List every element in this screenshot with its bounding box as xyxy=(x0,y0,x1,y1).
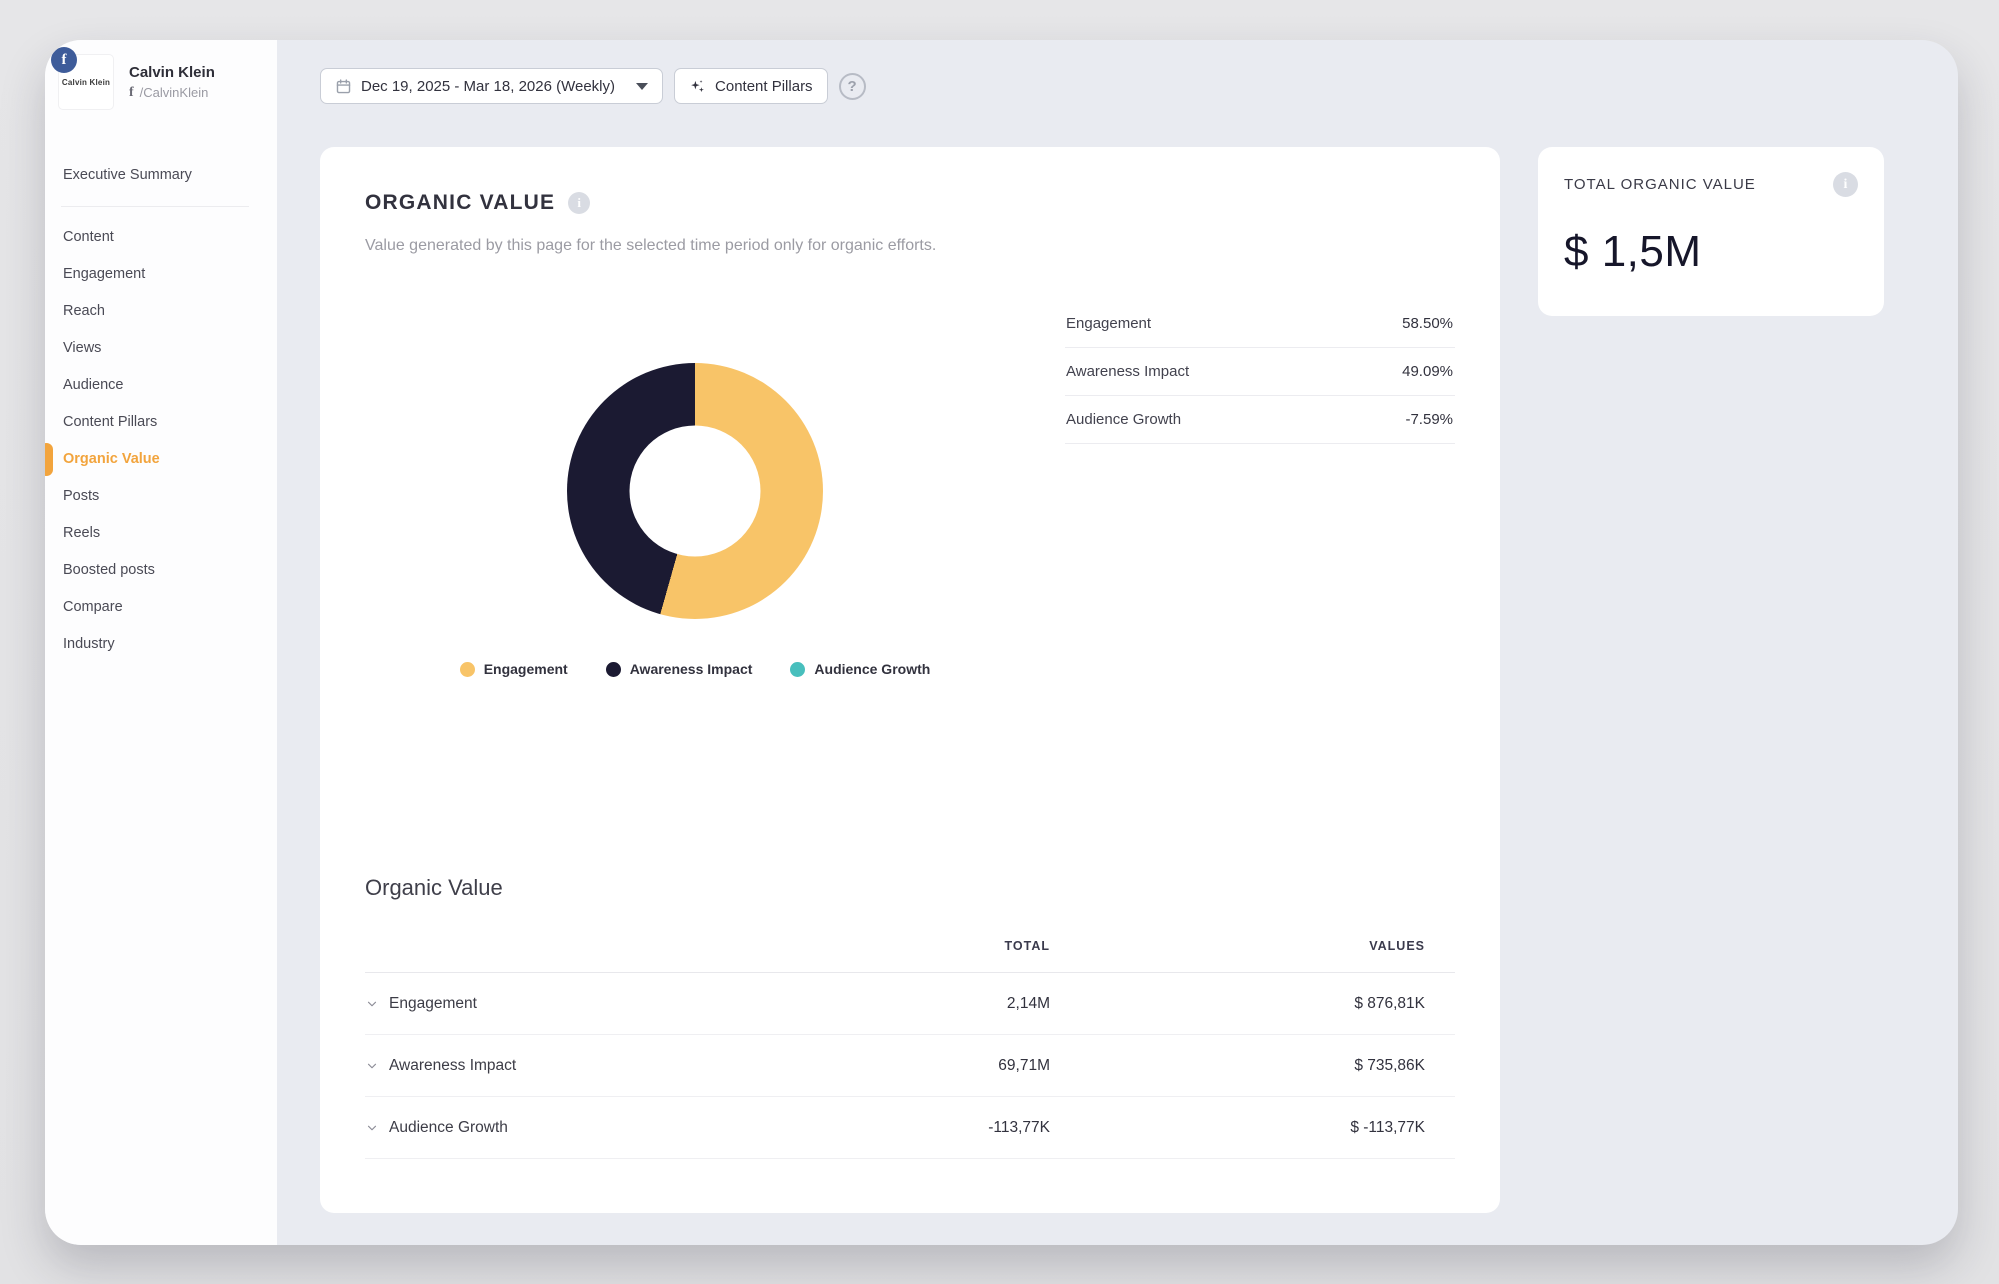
facebook-badge-icon: f xyxy=(51,47,77,73)
stat-value: 49.09% xyxy=(1402,363,1453,380)
chevron-down-icon[interactable] xyxy=(365,1121,379,1135)
sidebar-item-reels[interactable]: Reels xyxy=(63,525,101,541)
page-handle: f /CalvinKlein xyxy=(129,85,215,101)
table-row-awareness-impact[interactable]: Awareness Impact 69,71M $ 735,86K xyxy=(365,1035,1455,1097)
info-icon[interactable]: i xyxy=(1833,172,1858,197)
sidebar-item-organic-value[interactable]: Organic Value xyxy=(45,441,277,478)
chevron-down-icon xyxy=(636,82,649,90)
chart-area: Engagement Awareness Impact Audience Gro… xyxy=(365,295,1455,677)
stat-label: Engagement xyxy=(1066,315,1152,332)
sidebar-item-executive-summary[interactable]: Executive Summary xyxy=(63,167,192,183)
stat-label: Awareness Impact xyxy=(1066,363,1190,380)
legend-dot-audience-growth xyxy=(790,661,806,677)
info-icon[interactable]: i xyxy=(568,192,591,214)
app-window: Calvin Klein f Calvin Klein f /CalvinKle… xyxy=(45,40,1958,1245)
row-values: $ -113,77K xyxy=(1350,1118,1425,1136)
total-organic-value: $ 1,5M xyxy=(1564,227,1702,276)
row-total: 69,71M xyxy=(998,1056,1050,1074)
row-label: Engagement xyxy=(389,994,477,1012)
sidebar-item-boosted-posts[interactable]: Boosted posts xyxy=(63,562,155,578)
sidebar-item-audience[interactable]: Audience xyxy=(63,377,124,393)
table-header-values: VALUES xyxy=(1369,939,1425,953)
stat-row-engagement: Engagement 58.50% xyxy=(1065,300,1455,348)
right-column: TOTAL ORGANIC VALUE i $ 1,5M xyxy=(1538,147,1884,316)
chevron-down-icon[interactable] xyxy=(365,1059,379,1073)
sidebar-item-reach[interactable]: Reach xyxy=(63,303,105,319)
sidebar-nav: Executive Summary Content Engagement Rea… xyxy=(45,157,277,663)
donut-column: Engagement Awareness Impact Audience Gro… xyxy=(365,295,1025,677)
calvin-klein-logo: Calvin Klein xyxy=(61,77,111,87)
calendar-icon xyxy=(336,78,351,93)
sidebar-item-industry[interactable]: Industry xyxy=(63,636,115,652)
stat-label: Audience Growth xyxy=(1066,411,1182,428)
row-total: 2,14M xyxy=(1006,994,1050,1012)
date-range-selector[interactable]: Dec 19, 2025 - Mar 18, 2026 (Weekly) xyxy=(320,68,664,104)
organic-value-title: ORGANIC VALUE xyxy=(365,191,556,214)
page-avatar: Calvin Klein f xyxy=(51,47,113,109)
facebook-icon: f xyxy=(129,84,134,100)
stat-value: 58.50% xyxy=(1402,315,1453,332)
page-name: Calvin Klein xyxy=(129,63,215,81)
table-row-audience-growth[interactable]: Audience Growth -113,77K $ -113,77K xyxy=(365,1097,1455,1159)
legend-item-awareness-impact[interactable]: Awareness Impact xyxy=(605,661,753,677)
chevron-down-icon[interactable] xyxy=(365,997,379,1011)
legend-item-audience-growth[interactable]: Audience Growth xyxy=(790,661,930,677)
legend-label-engagement: Engagement xyxy=(483,661,568,677)
legend-label-audience-growth: Audience Growth xyxy=(814,661,931,677)
organic-value-table: TOTAL VALUES Engagement 2,14M $ xyxy=(365,939,1455,1159)
topbar: Dec 19, 2025 - Mar 18, 2026 (Weekly) Con… xyxy=(320,68,1884,104)
sparkles-icon xyxy=(691,79,704,92)
chart-legend: Engagement Awareness Impact Audience Gro… xyxy=(459,661,930,677)
organic-value-table-section: Organic Value TOTAL VALUES xyxy=(365,875,1455,1159)
organic-value-subtitle: Value generated by this page for the sel… xyxy=(365,237,937,254)
legend-dot-engagement xyxy=(459,661,475,677)
help-icon[interactable]: ? xyxy=(838,72,866,100)
row-total: -113,77K xyxy=(988,1118,1050,1136)
legend-dot-awareness-impact xyxy=(605,661,621,677)
content-row: ORGANIC VALUE i Value generated by this … xyxy=(320,147,1884,1213)
organic-value-card: ORGANIC VALUE i Value generated by this … xyxy=(320,147,1500,1213)
sidebar-divider xyxy=(61,206,249,207)
sidebar-item-content[interactable]: Content xyxy=(63,229,114,245)
sidebar-item-engagement[interactable]: Engagement xyxy=(63,266,146,282)
stat-value: -7.59% xyxy=(1405,411,1453,428)
page-handle-text: /CalvinKlein xyxy=(139,85,209,100)
table-title: Organic Value xyxy=(365,875,503,900)
donut-chart[interactable] xyxy=(567,363,823,619)
organic-value-header: ORGANIC VALUE i xyxy=(365,191,1455,215)
stat-row-awareness-impact: Awareness Impact 49.09% xyxy=(1065,348,1455,396)
row-values: $ 876,81K xyxy=(1354,994,1425,1012)
table-header-row: TOTAL VALUES xyxy=(365,939,1455,973)
sidebar-item-content-pillars[interactable]: Content Pillars xyxy=(63,414,158,430)
row-label: Awareness Impact xyxy=(389,1056,517,1074)
row-values: $ 735,86K xyxy=(1354,1056,1425,1074)
brand-texts: Calvin Klein f /CalvinKlein xyxy=(129,64,215,101)
total-organic-value-title: TOTAL ORGANIC VALUE xyxy=(1564,176,1756,193)
legend-item-engagement[interactable]: Engagement xyxy=(459,661,568,677)
brand-header: Calvin Klein f Calvin Klein f /CalvinKle… xyxy=(45,47,277,109)
stat-row-audience-growth: Audience Growth -7.59% xyxy=(1065,396,1455,444)
total-organic-value-card: TOTAL ORGANIC VALUE i $ 1,5M xyxy=(1538,147,1884,316)
sidebar: Calvin Klein f Calvin Klein f /CalvinKle… xyxy=(45,40,277,1245)
sidebar-item-posts[interactable]: Posts xyxy=(63,488,100,504)
main-area: Dec 19, 2025 - Mar 18, 2026 (Weekly) Con… xyxy=(277,40,1958,1245)
content-pillars-label: Content Pillars xyxy=(715,77,813,95)
row-label: Audience Growth xyxy=(389,1118,508,1136)
content-pillars-button[interactable]: Content Pillars xyxy=(674,68,828,104)
legend-label-awareness-impact: Awareness Impact xyxy=(629,661,753,677)
table-header-total: TOTAL xyxy=(1004,939,1050,953)
date-range-label: Dec 19, 2025 - Mar 18, 2026 (Weekly) xyxy=(361,77,616,95)
sidebar-item-compare[interactable]: Compare xyxy=(63,599,123,615)
table-row-engagement[interactable]: Engagement 2,14M $ 876,81K xyxy=(365,973,1455,1035)
sidebar-item-views[interactable]: Views xyxy=(63,340,102,356)
stats-list: Engagement 58.50% Awareness Impact 49.09… xyxy=(1065,300,1455,677)
